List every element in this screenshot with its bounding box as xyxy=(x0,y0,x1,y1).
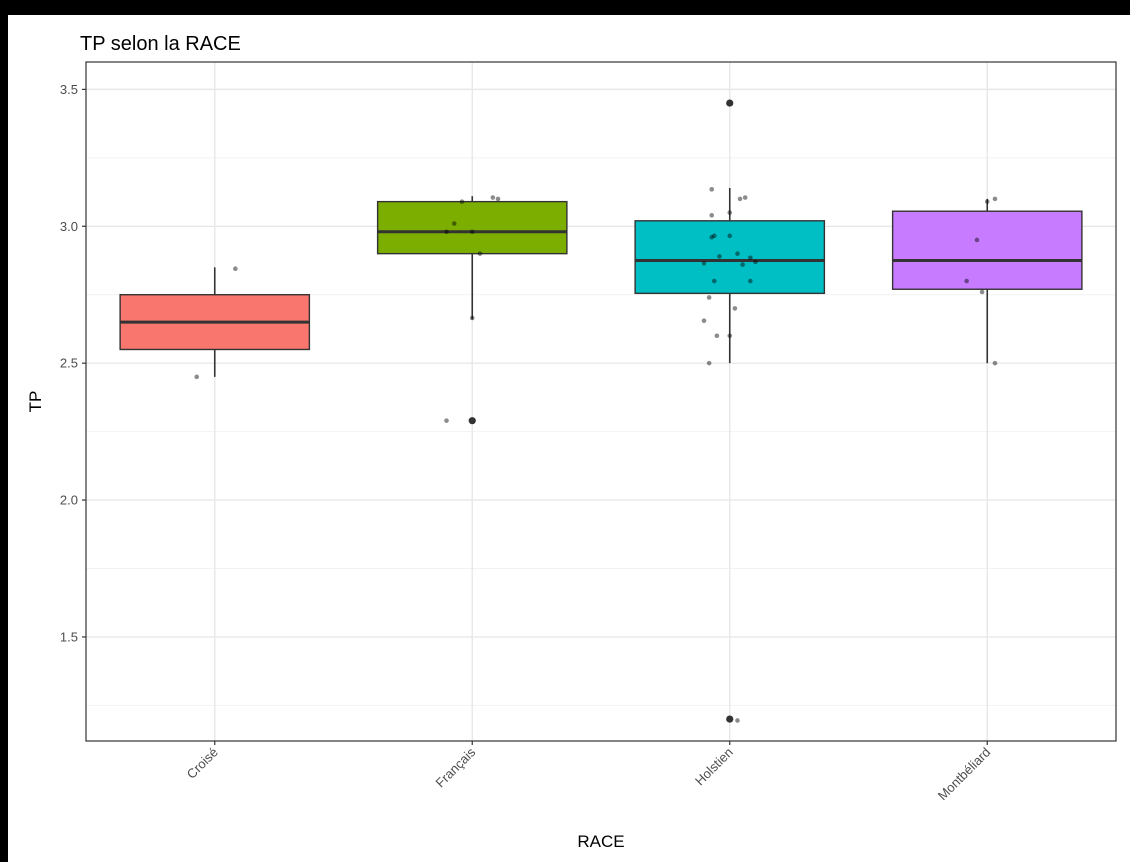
box-body xyxy=(376,200,568,255)
jitter-point xyxy=(737,196,743,202)
jitter-point xyxy=(459,199,465,204)
box-1 xyxy=(119,267,311,377)
x-axis-title: RACE xyxy=(577,832,624,851)
jitter-point xyxy=(748,278,753,284)
box-3 xyxy=(634,99,826,723)
y-tick-label: 3.5 xyxy=(60,82,78,97)
jitter-point xyxy=(735,718,740,723)
outlier-point xyxy=(468,417,476,425)
x-tick-label: Montbéliard xyxy=(935,745,994,804)
jitter-point xyxy=(727,333,733,339)
y-tick-label: 2.5 xyxy=(60,356,78,371)
jitter-point xyxy=(444,418,449,423)
jitter-point xyxy=(712,233,717,239)
jitter-point xyxy=(709,187,715,192)
jitter-point xyxy=(979,289,985,295)
jitter-point xyxy=(701,260,707,266)
x-tick-label: Croisé xyxy=(184,745,221,782)
jitter-point xyxy=(469,229,475,235)
jitter-point xyxy=(742,195,748,200)
jitter-point xyxy=(714,333,720,339)
jitter-point xyxy=(469,315,475,321)
jitter-point xyxy=(706,295,712,300)
jitter-point xyxy=(444,229,449,235)
x-tick-label: Holstien xyxy=(692,745,736,789)
jitter-point xyxy=(717,254,722,259)
jitter-point xyxy=(992,360,998,366)
jitter-point xyxy=(748,255,753,261)
chart-frame: TP selon la RACE 1.5 2.0 2.5 3.0 3.5 Croisé Fr… xyxy=(8,15,1130,862)
jitter-point xyxy=(712,278,717,284)
x-tick-label: Français xyxy=(433,744,479,790)
y-axis-title: TP xyxy=(26,391,45,413)
jitter-point xyxy=(709,234,715,240)
box-body xyxy=(891,210,1083,290)
jitter-point xyxy=(709,213,715,218)
jitter-point xyxy=(701,318,707,324)
outlier-point xyxy=(726,715,734,723)
jitter-point xyxy=(727,233,733,239)
y-tick-label: 2.0 xyxy=(60,493,78,508)
grid-lines xyxy=(86,62,1116,741)
boxplot-chart: TP selon la RACE 1.5 2.0 2.5 3.0 3.5 Croisé Fr… xyxy=(26,33,1117,851)
boxes xyxy=(119,99,1083,723)
jitter-point xyxy=(451,221,457,226)
box-2 xyxy=(376,196,568,425)
jitter-point xyxy=(233,266,238,272)
jitter-point xyxy=(740,262,745,267)
jitter-point xyxy=(753,259,758,265)
axis-ticks: 1.5 2.0 2.5 3.0 3.5 Croisé Français Holstien Mon… xyxy=(60,82,993,803)
jitter-point xyxy=(706,360,712,366)
box-body xyxy=(634,220,826,295)
jitter-point xyxy=(727,210,733,215)
jitter-point xyxy=(194,374,200,380)
jitter-point xyxy=(732,306,738,311)
jitter-points xyxy=(194,187,998,723)
box-4 xyxy=(891,198,1083,364)
jitter-point xyxy=(992,196,998,202)
y-tick-label: 3.0 xyxy=(60,219,78,234)
jitter-point xyxy=(495,196,501,202)
outlier-point xyxy=(726,99,734,107)
jitter-point xyxy=(490,195,496,200)
jitter-point xyxy=(974,237,980,243)
jitter-point xyxy=(984,199,990,204)
jitter-point xyxy=(735,251,740,256)
y-tick-label: 1.5 xyxy=(60,629,78,644)
plot-panel-border xyxy=(85,61,1117,742)
jitter-point xyxy=(477,251,483,256)
jitter-point xyxy=(964,278,969,284)
chart-title: TP selon la RACE xyxy=(80,33,241,55)
